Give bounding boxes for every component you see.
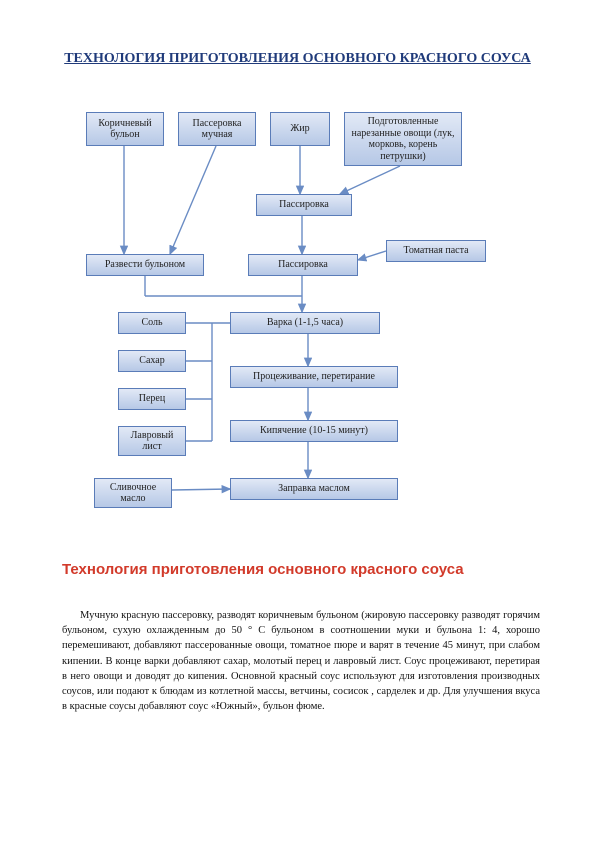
node-n8: Томатная паста bbox=[386, 240, 486, 262]
node-n13: Варка (1-1,5 часа) bbox=[230, 312, 380, 334]
node-n12: Лавровый лист bbox=[118, 426, 186, 456]
node-n4: Подготовленные нарезанные овощи (лук, мо… bbox=[344, 112, 462, 166]
node-n10: Сахар bbox=[118, 350, 186, 372]
body-paragraph: Мучную красную пассеровку, разводят кори… bbox=[62, 608, 540, 715]
node-n7: Пассировка bbox=[248, 254, 358, 276]
node-n11: Перец bbox=[118, 388, 186, 410]
node-n6: Развести бульоном bbox=[86, 254, 204, 276]
node-n3: Жир bbox=[270, 112, 330, 146]
node-n5: Пассировка bbox=[256, 194, 352, 216]
page-title: ТЕХНОЛОГИЯ ПРИГОТОВЛЕНИЯ ОСНОВНОГО КРАСН… bbox=[60, 50, 535, 68]
node-n9: Соль bbox=[118, 312, 186, 334]
node-n14: Процеживание, перетирание bbox=[230, 366, 398, 388]
node-n2: Пассеровка мучная bbox=[178, 112, 256, 146]
node-n1: Коричневый бульон bbox=[86, 112, 164, 146]
node-n17: Заправка маслом bbox=[230, 478, 398, 500]
node-n16: Сливочное масло bbox=[94, 478, 172, 508]
node-n15: Кипячение (10-15 минут) bbox=[230, 420, 398, 442]
section-subtitle: Технология приготовления основного красн… bbox=[62, 560, 535, 580]
